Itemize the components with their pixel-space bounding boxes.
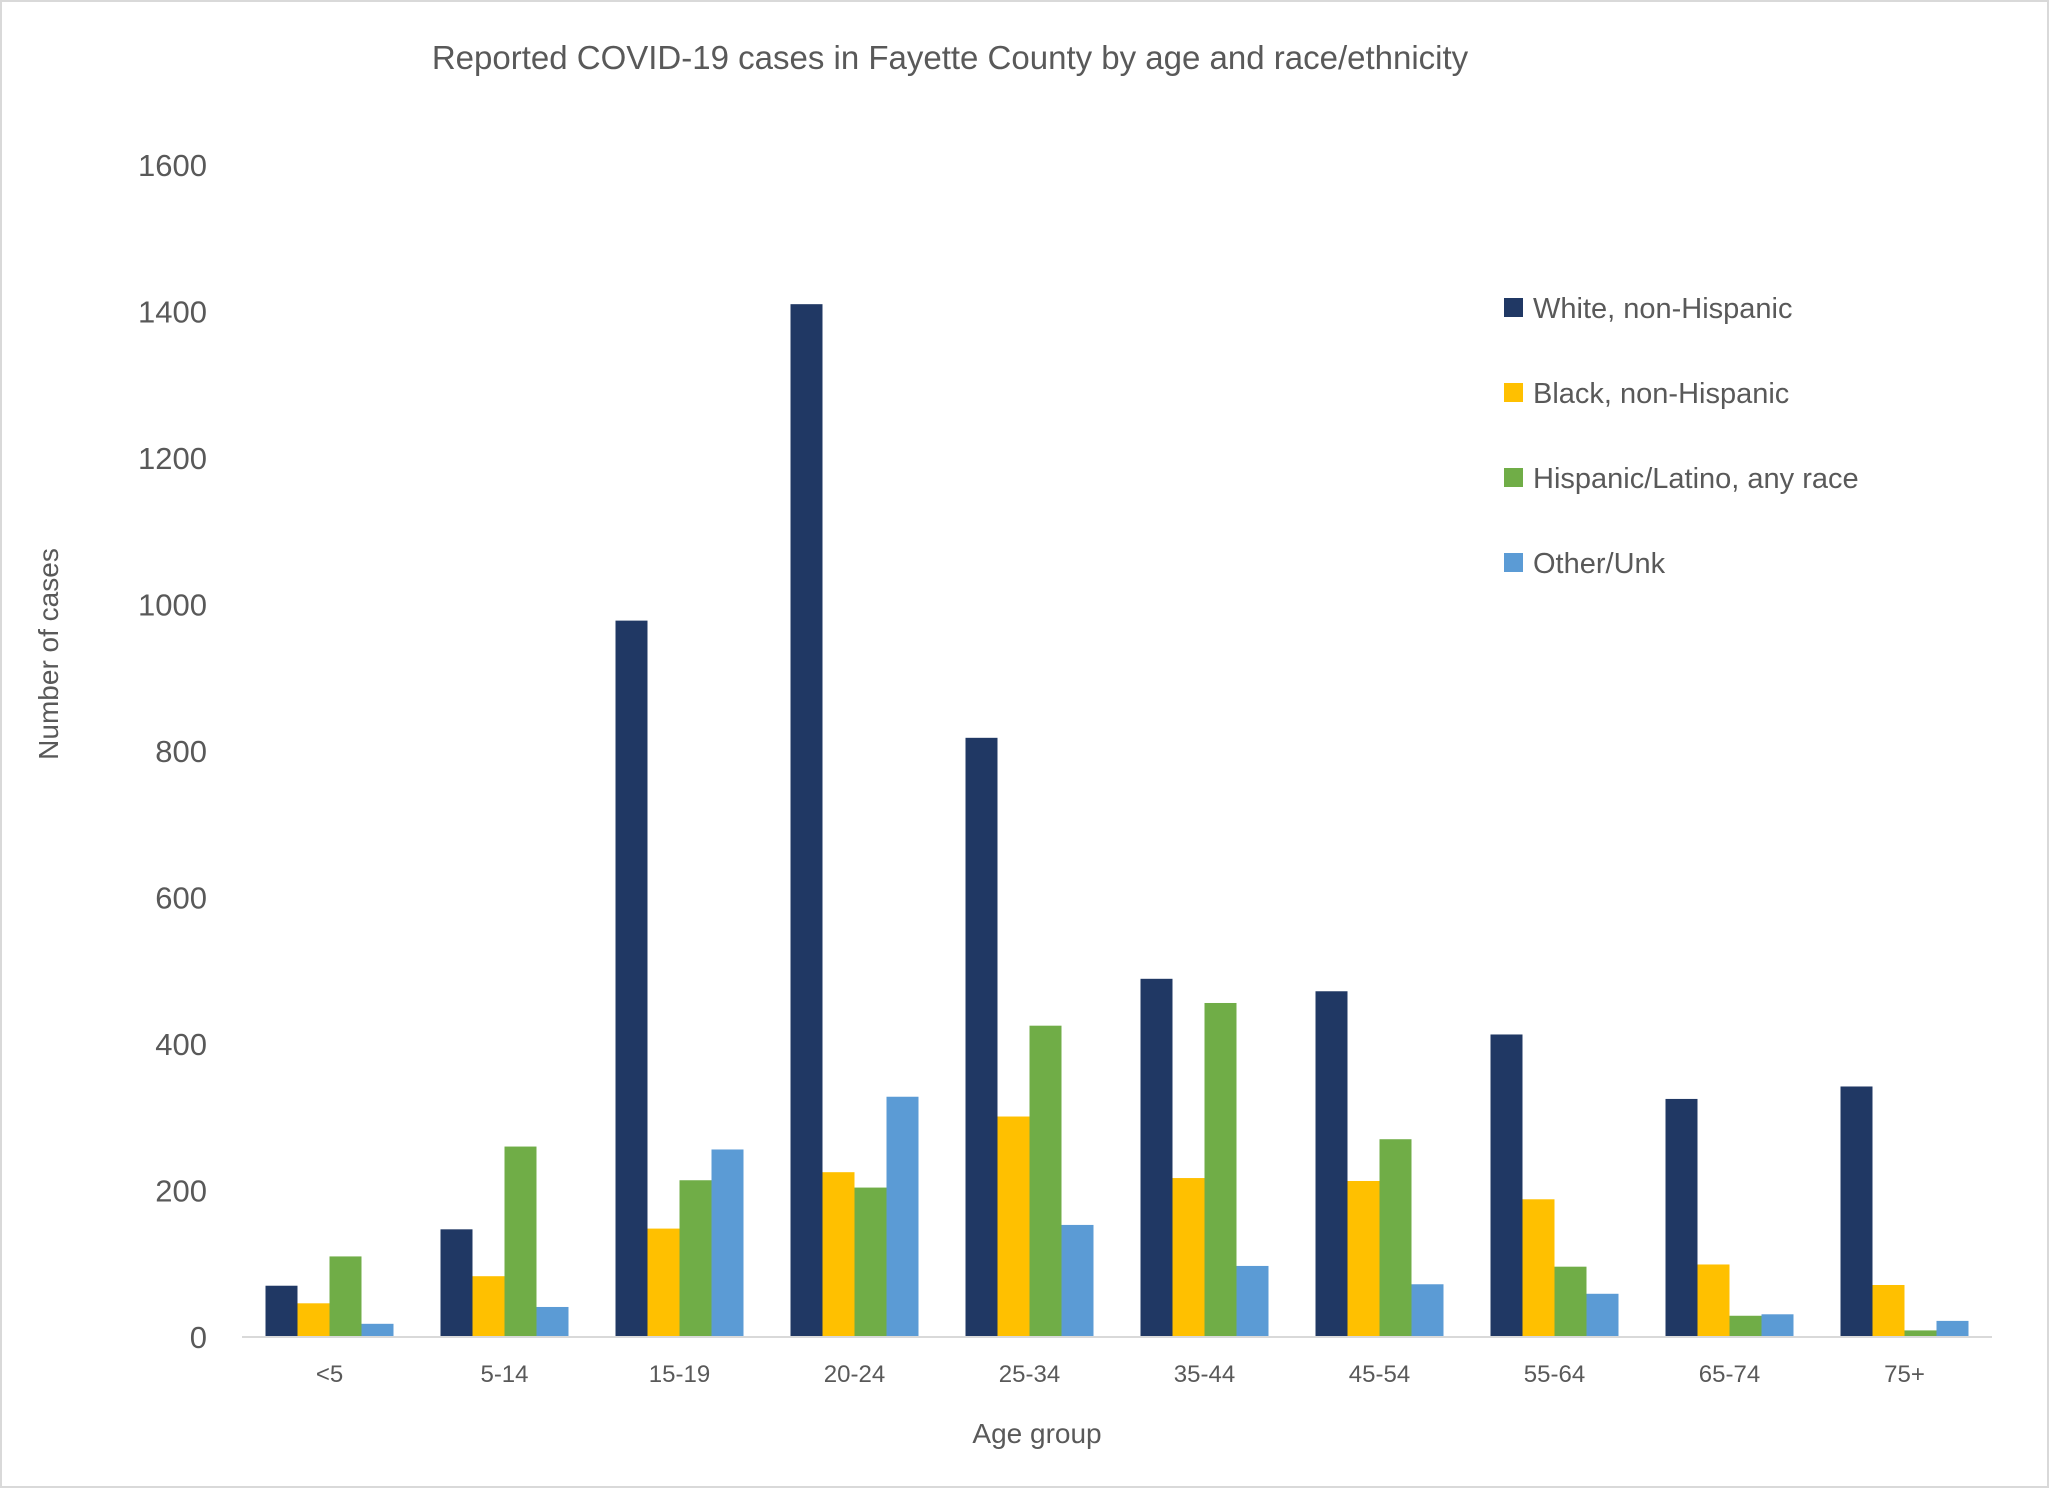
- x-tick-label: 65-74: [1699, 1361, 1760, 1388]
- x-axis-title: Age group: [972, 1418, 1101, 1449]
- bar-1-9: [1665, 1098, 1698, 1337]
- bar-2-2: [472, 1276, 505, 1337]
- legend-swatch: [1504, 553, 1523, 572]
- legend-swatch: [1504, 383, 1523, 402]
- legend: White, non-Hispanic Black, non-Hispanic Hi…: [1504, 293, 1859, 580]
- legend-label: Black, non-Hispanic: [1533, 378, 1789, 410]
- legend-label: Hispanic/Latino, any race: [1533, 463, 1859, 495]
- bar-2-1: [297, 1303, 330, 1337]
- bar-2-7: [1347, 1180, 1380, 1337]
- x-tick-label: 25-34: [999, 1361, 1060, 1388]
- bar-2-9: [1697, 1264, 1730, 1337]
- bar-1-5: [965, 737, 998, 1337]
- bar-1-8: [1490, 1034, 1523, 1337]
- bar-4-2: [536, 1306, 569, 1337]
- bar-3-1: [329, 1256, 362, 1337]
- bar-2-4: [822, 1172, 855, 1337]
- bar-4-10: [1936, 1320, 1969, 1337]
- y-tick-label: 0: [190, 1320, 207, 1355]
- bar-3-2: [504, 1146, 537, 1337]
- bar-4-5: [1061, 1224, 1094, 1337]
- bar-4-9: [1761, 1314, 1794, 1337]
- bar-3-3: [679, 1180, 712, 1337]
- legend-label: Other/Unk: [1533, 548, 1666, 580]
- bar-4-3: [711, 1149, 744, 1337]
- bar-2-6: [1172, 1178, 1205, 1337]
- bar-4-6: [1236, 1265, 1269, 1337]
- bar-4-7: [1411, 1284, 1444, 1337]
- x-axis-ticks: <5 5-14 15-19 20-24 25-34 35-44 45-54 55-64 65-7…: [316, 1361, 1925, 1388]
- bar-1-3: [615, 620, 648, 1337]
- bar-2-5: [997, 1116, 1030, 1337]
- y-tick-label: 1200: [138, 441, 207, 476]
- y-tick-label: 400: [155, 1027, 207, 1062]
- legend-label: White, non-Hispanic: [1533, 293, 1793, 325]
- y-axis-title: Number of cases: [33, 548, 64, 760]
- x-tick-label: 55-64: [1524, 1361, 1585, 1388]
- y-tick-label: 200: [155, 1174, 207, 1209]
- bar-3-10: [1904, 1330, 1937, 1337]
- bars: [265, 304, 1969, 1337]
- y-axis-ticks: 0 200 400 600 800 1000 1200 1400 1600: [138, 148, 207, 1355]
- bar-4-1: [361, 1323, 394, 1337]
- bar-1-1: [265, 1285, 298, 1337]
- x-tick-label: <5: [316, 1361, 343, 1388]
- y-tick-label: 1600: [138, 148, 207, 183]
- y-tick-label: 1000: [138, 588, 207, 623]
- bar-2-10: [1872, 1284, 1905, 1337]
- x-tick-label: 75+: [1884, 1361, 1925, 1388]
- bar-3-7: [1379, 1139, 1412, 1337]
- y-tick-label: 800: [155, 734, 207, 769]
- bar-4-8: [1586, 1293, 1619, 1337]
- bar-2-3: [647, 1228, 680, 1337]
- bar-3-9: [1729, 1315, 1762, 1337]
- legend-swatch: [1504, 468, 1523, 487]
- bar-3-6: [1204, 1002, 1237, 1337]
- y-tick-label: 600: [155, 881, 207, 916]
- chart-title: Reported COVID-19 cases in Fayette Count…: [432, 39, 1469, 76]
- x-tick-label: 35-44: [1174, 1361, 1235, 1388]
- bar-1-2: [440, 1229, 473, 1337]
- bar-4-4: [886, 1096, 919, 1337]
- bar-1-4: [790, 304, 823, 1337]
- bar-3-5: [1029, 1025, 1062, 1337]
- x-tick-label: 5-14: [480, 1361, 528, 1388]
- bar-3-4: [854, 1187, 887, 1337]
- y-tick-label: 1400: [138, 295, 207, 330]
- bar-1-10: [1840, 1086, 1873, 1337]
- bar-2-8: [1522, 1199, 1555, 1337]
- bar-1-7: [1315, 991, 1348, 1337]
- bar-3-8: [1554, 1266, 1587, 1337]
- x-tick-label: 20-24: [824, 1361, 885, 1388]
- legend-swatch: [1504, 298, 1523, 317]
- x-tick-label: 45-54: [1349, 1361, 1410, 1388]
- x-tick-label: 15-19: [649, 1361, 710, 1388]
- bar-1-6: [1140, 978, 1173, 1337]
